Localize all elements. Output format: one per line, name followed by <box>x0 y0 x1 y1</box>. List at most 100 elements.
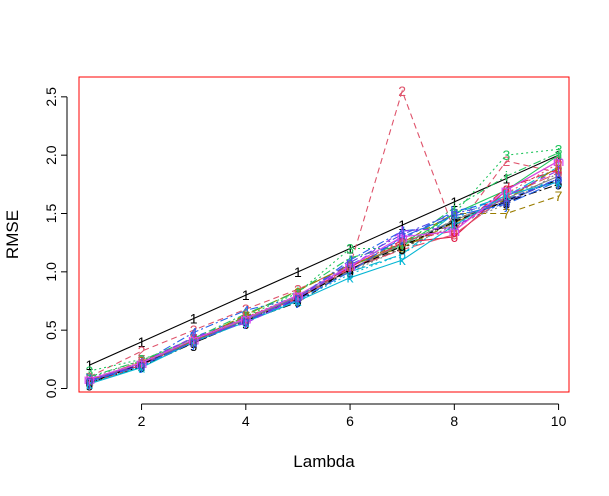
series-line-c <box>89 180 559 384</box>
point-label-h: h <box>190 332 198 348</box>
point-label-4: 4 <box>86 371 94 387</box>
point-label-k: k <box>190 334 198 350</box>
point-label-7: 7 <box>242 308 250 324</box>
point-label-6: 6 <box>398 235 406 251</box>
point-label-i: i <box>348 250 351 266</box>
point-label-b: b <box>294 291 302 307</box>
point-label-l: l <box>140 355 143 371</box>
point-label-1: 1 <box>346 241 354 257</box>
series-line-n <box>89 177 559 381</box>
point-label-9: 9 <box>294 294 302 310</box>
point-label-m: m <box>84 371 96 387</box>
point-label-j: j <box>452 208 456 224</box>
point-label-d: d <box>294 290 302 306</box>
point-label-f: f <box>140 355 144 371</box>
point-label-k: k <box>347 270 355 286</box>
point-label-9: 9 <box>503 194 511 210</box>
point-label-g: g <box>450 214 458 230</box>
point-label-9: 9 <box>346 262 354 278</box>
point-label-c: c <box>347 266 354 282</box>
point-label-e: e <box>242 307 250 323</box>
point-label-m: m <box>188 332 200 348</box>
point-label-a: a <box>398 238 406 254</box>
point-label-c: c <box>86 375 93 391</box>
point-label-4: 4 <box>190 325 198 341</box>
point-label-l: l <box>88 374 91 390</box>
point-label-d: d <box>503 180 511 196</box>
point-label-m: m <box>136 355 148 371</box>
point-label-n: n <box>503 194 511 210</box>
point-label-k: k <box>294 293 302 309</box>
point-label-n: n <box>190 334 198 350</box>
point-label-8: 8 <box>86 370 94 386</box>
point-label-m: m <box>448 223 460 239</box>
point-label-h: h <box>138 354 146 370</box>
point-label-c: c <box>190 333 197 349</box>
point-label-8: 8 <box>555 165 563 181</box>
point-label-3: 3 <box>86 363 94 379</box>
point-label-2: 2 <box>294 281 302 297</box>
point-label-3: 3 <box>450 206 458 222</box>
point-label-0: 0 <box>190 334 198 350</box>
point-label-i: i <box>296 284 299 300</box>
point-label-j: j <box>243 313 247 329</box>
series-line-4 <box>89 177 559 380</box>
point-label-3: 3 <box>294 285 302 301</box>
point-label-0: 0 <box>86 376 94 392</box>
point-label-g: g <box>555 172 563 188</box>
point-label-l: l <box>401 223 404 239</box>
point-label-b: b <box>503 192 511 208</box>
point-label-h: h <box>450 221 458 237</box>
point-label-1: 1 <box>398 217 406 233</box>
point-label-2: 2 <box>503 153 511 169</box>
point-label-2: 2 <box>555 165 563 181</box>
point-label-f: f <box>557 168 561 184</box>
point-label-l: l <box>505 188 508 204</box>
point-label-m: m <box>292 287 304 303</box>
point-label-g: g <box>503 193 511 209</box>
point-label-i: i <box>244 306 247 322</box>
point-label-3: 3 <box>555 141 563 157</box>
point-label-6: 6 <box>86 374 94 390</box>
point-label-f: f <box>348 263 352 279</box>
point-label-f: f <box>192 334 196 350</box>
point-label-f: f <box>244 312 248 328</box>
point-label-g: g <box>190 335 198 351</box>
point-label-j: j <box>191 334 195 350</box>
point-label-b: b <box>138 356 146 372</box>
point-label-2: 2 <box>398 83 406 99</box>
point-label-9: 9 <box>555 176 563 192</box>
point-label-l: l <box>557 162 560 178</box>
point-label-d: d <box>450 223 458 239</box>
point-label-e: e <box>294 283 302 299</box>
point-label-1: 1 <box>555 147 563 163</box>
point-label-a: a <box>138 355 146 371</box>
point-label-9: 9 <box>138 358 146 374</box>
y-tick-label: 1.0 <box>43 262 59 282</box>
point-label-a: a <box>450 206 458 222</box>
point-label-1: 1 <box>190 311 198 327</box>
point-label-k: k <box>399 252 407 268</box>
point-label-1: 1 <box>450 194 458 210</box>
point-label-8: 8 <box>242 313 250 329</box>
point-label-j: j <box>139 357 143 373</box>
point-label-c: c <box>399 246 406 262</box>
point-label-i: i <box>140 353 143 369</box>
point-label-3: 3 <box>503 147 511 163</box>
point-label-e: e <box>86 372 94 388</box>
point-label-4: 4 <box>242 302 250 318</box>
point-label-c: c <box>294 292 301 308</box>
point-label-1: 1 <box>503 171 511 187</box>
point-label-9: 9 <box>86 375 94 391</box>
point-label-3: 3 <box>346 241 354 257</box>
point-label-0: 0 <box>503 188 511 204</box>
x-tick-label: 4 <box>242 413 250 429</box>
point-label-3: 3 <box>398 241 406 257</box>
point-label-b: b <box>190 329 198 345</box>
point-label-3: 3 <box>242 308 250 324</box>
point-label-i: i <box>453 200 456 216</box>
point-label-m: m <box>240 311 252 327</box>
point-label-g: g <box>86 375 94 391</box>
